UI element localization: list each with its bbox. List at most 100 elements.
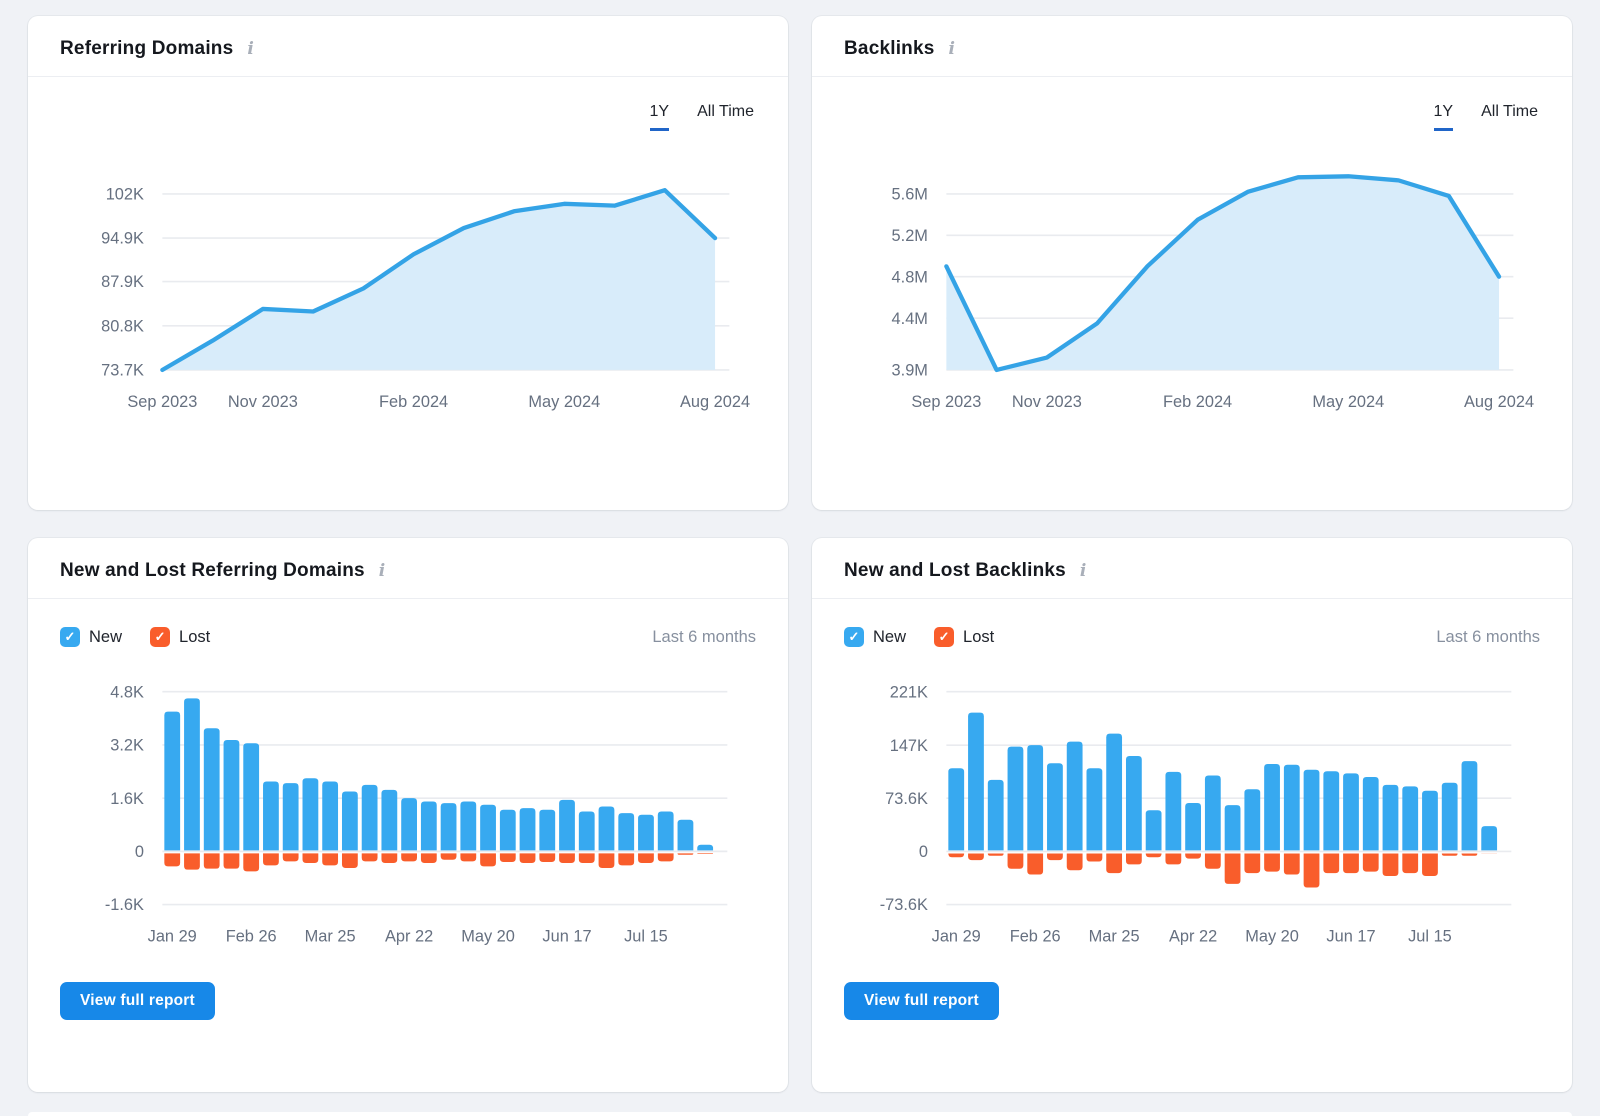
card-header: New and Lost Referring Domains i: [28, 538, 788, 599]
period-tabs: 1Y All Time: [844, 103, 1538, 131]
svg-text:5.6M: 5.6M: [892, 186, 928, 204]
svg-text:3.2K: 3.2K: [110, 737, 144, 755]
info-icon[interactable]: i: [948, 38, 955, 59]
x-axis-labels: Sep 2023 Nov 2023 Feb 2024 May 2024 Aug 2024: [127, 393, 750, 411]
grid-lines: [162, 690, 728, 906]
legend-lost-toggle[interactable]: ✓ Lost: [934, 627, 994, 647]
svg-text:73.6K: 73.6K: [885, 790, 928, 808]
referring-domains-chart[interactable]: 102K 94.9K 87.9K 80.8K 73.7K Sep 2023 Nov 2023…: [60, 155, 756, 421]
period-tabs: 1Y All Time: [60, 103, 754, 131]
cards-grid: Referring Domains i 1Y All Time 102K 94.9…: [28, 16, 1572, 1092]
svg-text:87.9K: 87.9K: [101, 273, 144, 291]
svg-text:Apr 22: Apr 22: [385, 927, 433, 945]
y-axis-labels: 221K 147K 73.6K 0 -73.6K: [880, 683, 928, 914]
y-axis-labels: 5.6M 5.2M 4.8M 4.4M 3.9M: [892, 186, 928, 380]
svg-text:Mar 25: Mar 25: [305, 927, 356, 945]
y-axis-labels: 102K 94.9K 87.9K 80.8K 73.7K: [101, 186, 144, 380]
svg-text:0: 0: [135, 843, 144, 861]
view-full-report-button[interactable]: View full report: [844, 982, 999, 1021]
svg-text:Jan 29: Jan 29: [148, 927, 197, 945]
svg-text:Jul 15: Jul 15: [624, 927, 668, 945]
card-header: Backlinks i: [812, 16, 1572, 77]
card-title: New and Lost Referring Domains: [60, 560, 365, 581]
svg-text:-73.6K: -73.6K: [880, 896, 928, 914]
svg-text:Feb 2024: Feb 2024: [1163, 393, 1232, 411]
card-body: 1Y All Time 102K 94.9K 87.9K 80.8K 73.7K Sep …: [28, 77, 788, 421]
backlinks-chart[interactable]: 5.6M 5.2M 4.8M 4.4M 3.9M Sep 2023 Nov 2023 Feb …: [844, 155, 1540, 421]
x-axis-labels: Sep 2023 Nov 2023 Feb 2024 May 2024 Aug 2024: [911, 393, 1534, 411]
info-icon[interactable]: i: [1079, 560, 1087, 581]
svg-text:Apr 22: Apr 22: [1169, 927, 1217, 945]
tab-all-time[interactable]: All Time: [697, 103, 754, 120]
card-header: Referring Domains i: [28, 16, 788, 77]
legend-new-label: New: [873, 627, 907, 646]
svg-text:4.8M: 4.8M: [892, 268, 928, 286]
svg-text:Sep 2023: Sep 2023: [911, 393, 981, 411]
legend-new-toggle[interactable]: ✓ New: [844, 627, 906, 647]
card-title: Referring Domains: [60, 38, 234, 59]
area-fill: [162, 190, 716, 370]
new-checkbox-icon[interactable]: ✓: [844, 627, 864, 647]
svg-text:4.4M: 4.4M: [892, 310, 928, 328]
card-body: 1Y All Time 5.6M 5.2M 4.8M 4.4M 3.9M Sep 2023…: [812, 77, 1572, 421]
trend-line: [944, 174, 1502, 373]
lost-bars: [164, 853, 714, 872]
lost-checkbox-icon[interactable]: ✓: [150, 627, 171, 647]
svg-text:Sep 2023: Sep 2023: [127, 393, 197, 411]
referring-domains-card: Referring Domains i 1Y All Time 102K 94.9…: [28, 16, 788, 510]
card-body: 221K 147K 73.6K 0 -73.6K Jan 29 Feb 26 Mar 25 Ap…: [812, 647, 1572, 968]
svg-text:1.6K: 1.6K: [110, 790, 144, 808]
svg-text:Feb 26: Feb 26: [1010, 927, 1061, 945]
next-card-top-edge: [28, 1112, 1572, 1116]
y-axis-labels: 4.8K 3.2K 1.6K 0 -1.6K: [105, 683, 144, 914]
trend-line: [160, 188, 718, 373]
area-fill: [946, 176, 1500, 370]
x-axis-labels: Jan 29 Feb 26 Mar 25 Apr 22 May 20 Jun 17 Jul …: [148, 927, 668, 945]
new-lost-backlinks-card: New and Lost Backlinks i ✓ New ✓ Lost La…: [812, 538, 1572, 1092]
lost-bars: [948, 853, 1498, 888]
svg-text:Jun 17: Jun 17: [542, 927, 591, 945]
svg-text:May 20: May 20: [461, 927, 515, 945]
svg-text:4.8K: 4.8K: [110, 683, 144, 701]
chart-controls: ✓ New ✓ Lost Last 6 months: [28, 599, 788, 647]
chart-controls: ✓ New ✓ Lost Last 6 months: [812, 599, 1572, 647]
svg-text:Jul 15: Jul 15: [1408, 927, 1452, 945]
svg-text:3.9M: 3.9M: [892, 362, 928, 380]
svg-text:-1.6K: -1.6K: [105, 896, 144, 914]
legend-new-label: New: [89, 627, 123, 646]
svg-text:0: 0: [919, 843, 928, 861]
svg-text:Nov 2023: Nov 2023: [228, 393, 298, 411]
lost-checkbox-icon[interactable]: ✓: [934, 627, 955, 647]
tab-1y[interactable]: 1Y: [1433, 103, 1454, 131]
svg-text:Aug 2024: Aug 2024: [680, 393, 750, 411]
view-full-report-button[interactable]: View full report: [60, 982, 215, 1021]
svg-text:Mar 25: Mar 25: [1089, 927, 1140, 945]
card-title: Backlinks: [844, 38, 935, 59]
period-label: Last 6 months: [652, 627, 756, 646]
info-icon[interactable]: i: [378, 560, 386, 581]
tab-all-time[interactable]: All Time: [1481, 103, 1538, 120]
info-icon[interactable]: i: [247, 38, 254, 59]
x-axis-labels: Jan 29 Feb 26 Mar 25 Apr 22 May 20 Jun 17 Jul …: [932, 927, 1452, 945]
svg-text:Nov 2023: Nov 2023: [1012, 393, 1082, 411]
legend-new-toggle[interactable]: ✓ New: [60, 627, 122, 647]
new-checkbox-icon[interactable]: ✓: [60, 627, 80, 647]
card-body: 4.8K 3.2K 1.6K 0 -1.6K Jan 29 Feb 26 Mar 25 Apr …: [28, 647, 788, 968]
legend-lost-toggle[interactable]: ✓ Lost: [150, 627, 210, 647]
card-header: New and Lost Backlinks i: [812, 538, 1572, 599]
svg-text:May 2024: May 2024: [1312, 393, 1384, 411]
tab-1y[interactable]: 1Y: [649, 103, 670, 131]
svg-text:80.8K: 80.8K: [101, 317, 144, 335]
new-bars: [164, 698, 714, 851]
card-title: New and Lost Backlinks: [844, 560, 1066, 581]
svg-text:102K: 102K: [106, 186, 144, 204]
backlinks-card: Backlinks i 1Y All Time 5.6M 5.2M 4.8M 4.4M…: [812, 16, 1572, 510]
legend-lost-label: Lost: [963, 627, 995, 646]
legend-lost-label: Lost: [179, 627, 211, 646]
svg-text:Jan 29: Jan 29: [932, 927, 981, 945]
svg-text:May 20: May 20: [1245, 927, 1299, 945]
svg-text:5.2M: 5.2M: [892, 227, 928, 245]
